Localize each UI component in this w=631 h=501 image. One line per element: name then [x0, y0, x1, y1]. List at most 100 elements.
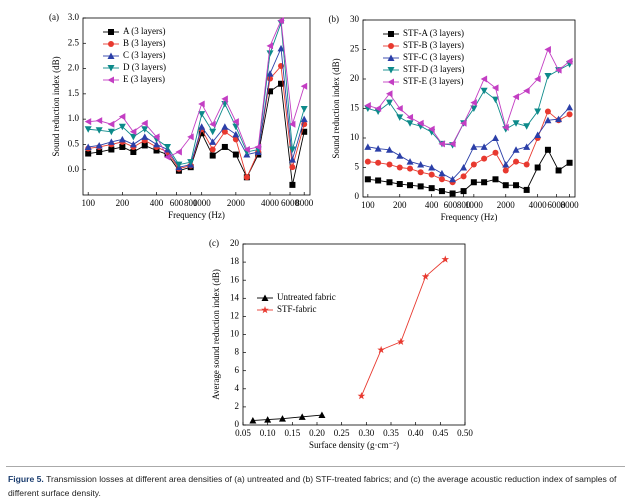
marker — [364, 143, 372, 150]
marker — [566, 57, 573, 65]
y-axis-label: Average sound reduction index (dB) — [211, 269, 221, 400]
marker — [198, 111, 206, 118]
x-tick-label: 4000 — [261, 198, 280, 208]
marker — [288, 120, 296, 128]
x-tick-label: 0.30 — [358, 428, 374, 438]
marker — [221, 123, 229, 130]
marker — [267, 88, 274, 95]
marker — [470, 179, 477, 186]
marker — [470, 105, 478, 112]
y-tick-label: 18 — [230, 256, 240, 266]
marker — [119, 143, 126, 150]
marker — [523, 87, 530, 95]
marker — [396, 114, 404, 121]
panel-label: (b) — [329, 14, 340, 24]
legend-marker — [387, 54, 395, 61]
marker — [221, 128, 228, 135]
caption-text: Transmission losses at different area de… — [8, 474, 617, 498]
x-tick-label: 1000 — [465, 200, 484, 210]
x-tick-label: 0.50 — [457, 428, 473, 438]
series-line — [88, 82, 305, 185]
marker — [491, 96, 499, 104]
marker — [129, 128, 137, 136]
marker — [513, 158, 520, 165]
marker — [96, 149, 103, 156]
marker — [417, 183, 424, 190]
caption: Figure 5. Transmission losses at differe… — [8, 472, 623, 500]
x-axis-label: Frequency (Hz) — [168, 210, 225, 220]
marker — [544, 146, 551, 153]
marker — [141, 119, 148, 127]
y-tick-label: 4 — [235, 383, 240, 393]
y-tick-label: 6 — [235, 365, 240, 375]
legend-label: STF-B (3 layers) — [403, 40, 464, 50]
marker — [534, 131, 542, 139]
marker — [385, 90, 393, 98]
marker — [198, 100, 205, 108]
marker — [209, 128, 217, 136]
marker — [243, 174, 250, 181]
marker — [491, 84, 499, 92]
x-tick-label: 600 — [170, 198, 184, 208]
marker — [300, 106, 308, 113]
marker — [107, 128, 115, 136]
marker — [512, 93, 520, 101]
x-tick-label: 6000 — [281, 198, 300, 208]
marker — [266, 42, 274, 50]
y-tick-label: 12 — [230, 310, 239, 320]
x-tick-label: 0.40 — [408, 428, 424, 438]
marker — [460, 188, 467, 195]
panel-label: (c) — [209, 238, 219, 248]
x-axis-label: Surface density (g·cm⁻²) — [309, 440, 399, 450]
marker — [164, 143, 172, 151]
marker — [513, 182, 520, 189]
marker — [374, 145, 382, 152]
marker — [301, 128, 308, 135]
marker — [481, 155, 488, 162]
marker — [428, 171, 435, 178]
marker — [141, 126, 149, 133]
marker — [396, 152, 404, 159]
marker — [481, 179, 488, 186]
marker — [108, 146, 115, 153]
marker — [153, 133, 160, 141]
x-tick-label: 6000 — [547, 200, 566, 210]
marker — [129, 133, 137, 141]
caption-label: Figure 5. — [8, 474, 44, 484]
marker — [386, 179, 393, 186]
marker — [566, 159, 573, 166]
legend-label: E (3 layers) — [123, 74, 165, 84]
marker — [386, 161, 393, 168]
legend-marker — [108, 41, 114, 47]
marker — [417, 119, 424, 127]
marker — [421, 272, 430, 280]
marker — [470, 143, 478, 150]
marker — [130, 149, 137, 156]
marker — [492, 149, 499, 156]
marker — [318, 411, 326, 419]
y-tick-label: 0 — [235, 419, 240, 429]
marker — [153, 147, 160, 154]
marker — [118, 123, 126, 131]
marker — [470, 99, 477, 107]
marker — [95, 141, 103, 149]
x-tick-label: 0.15 — [284, 428, 300, 438]
marker — [396, 164, 403, 171]
marker — [209, 146, 216, 153]
marker — [187, 133, 194, 141]
x-tick-label: 8000 — [561, 200, 580, 210]
marker — [396, 105, 403, 112]
y-tick-label: 2.0 — [68, 63, 80, 73]
marker — [364, 158, 371, 165]
legend-marker — [108, 29, 114, 35]
legend-label: Untreated fabric — [277, 292, 336, 302]
marker — [480, 87, 488, 95]
marker — [449, 140, 456, 148]
x-tick-label: 4000 — [529, 200, 548, 210]
marker — [438, 188, 445, 195]
marker — [364, 176, 371, 183]
legend-marker — [387, 67, 395, 74]
marker — [266, 50, 274, 57]
x-tick-label: 600 — [444, 200, 458, 210]
